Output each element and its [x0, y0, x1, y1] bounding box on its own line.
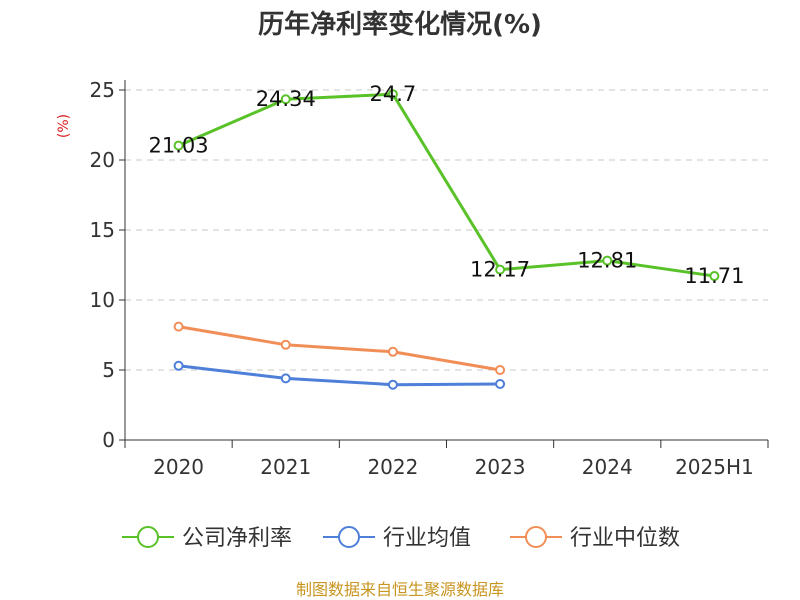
data-label: 21.03 [149, 134, 209, 158]
data-point [173, 140, 184, 151]
x-tick-label: 2024 [582, 455, 633, 479]
data-labels: 21.03 24.34 24.7 12.17 12.81 11.71 [149, 82, 745, 288]
y-tick-label: 10 [90, 288, 115, 312]
data-point [387, 379, 398, 390]
legend-label: 行业中位数 [570, 526, 680, 551]
legend-marker [338, 526, 360, 548]
x-tick-label: 2025H1 [675, 455, 754, 479]
data-point [280, 94, 291, 105]
y-tick-label: 0 [102, 428, 115, 452]
legend: 公司净利率 行业均值 行业中位数 [122, 526, 680, 551]
data-label: 24.7 [370, 82, 417, 106]
legend-label: 行业均值 [383, 526, 471, 551]
grid-lines [125, 89, 768, 371]
series-group [173, 89, 720, 390]
x-tick-label: 2023 [475, 455, 526, 479]
x-tick-label: 2021 [260, 455, 311, 479]
axes: 0 5 10 15 20 25 2020 2021 2022 2023 2024 2025H1 [90, 78, 769, 479]
legend-marker [137, 526, 159, 548]
legend-label: 公司净利率 [182, 526, 292, 551]
data-point [709, 271, 720, 282]
data-point [173, 360, 184, 371]
series-line [178, 325, 501, 372]
data-point [280, 373, 291, 384]
data-label: 12.17 [470, 258, 530, 282]
data-label: 24.34 [256, 87, 316, 111]
data-point [280, 339, 291, 350]
data-label: 12.81 [577, 249, 637, 273]
series-line [178, 364, 501, 387]
data-point [173, 321, 184, 332]
data-point [387, 89, 398, 100]
chart-title: 历年净利率变化情况(%) [258, 9, 542, 40]
y-tick-label: 5 [102, 358, 115, 382]
y-tick-label: 20 [90, 148, 115, 172]
y-axis-label: (%) [56, 114, 72, 138]
x-tick-label: 2022 [367, 455, 418, 479]
data-point [495, 365, 506, 375]
y-tick-label: 15 [90, 218, 115, 242]
y-tick-label: 25 [90, 78, 115, 102]
x-tick-label: 2020 [153, 455, 204, 479]
data-point [387, 346, 398, 357]
data-point [495, 264, 506, 275]
series-line [177, 92, 715, 278]
data-label: 11.71 [684, 264, 744, 288]
data-point [602, 255, 613, 266]
legend-marker [525, 526, 547, 548]
data-point [495, 379, 506, 389]
source-note: 制图数据来自恒生聚源数据库 [296, 580, 504, 599]
